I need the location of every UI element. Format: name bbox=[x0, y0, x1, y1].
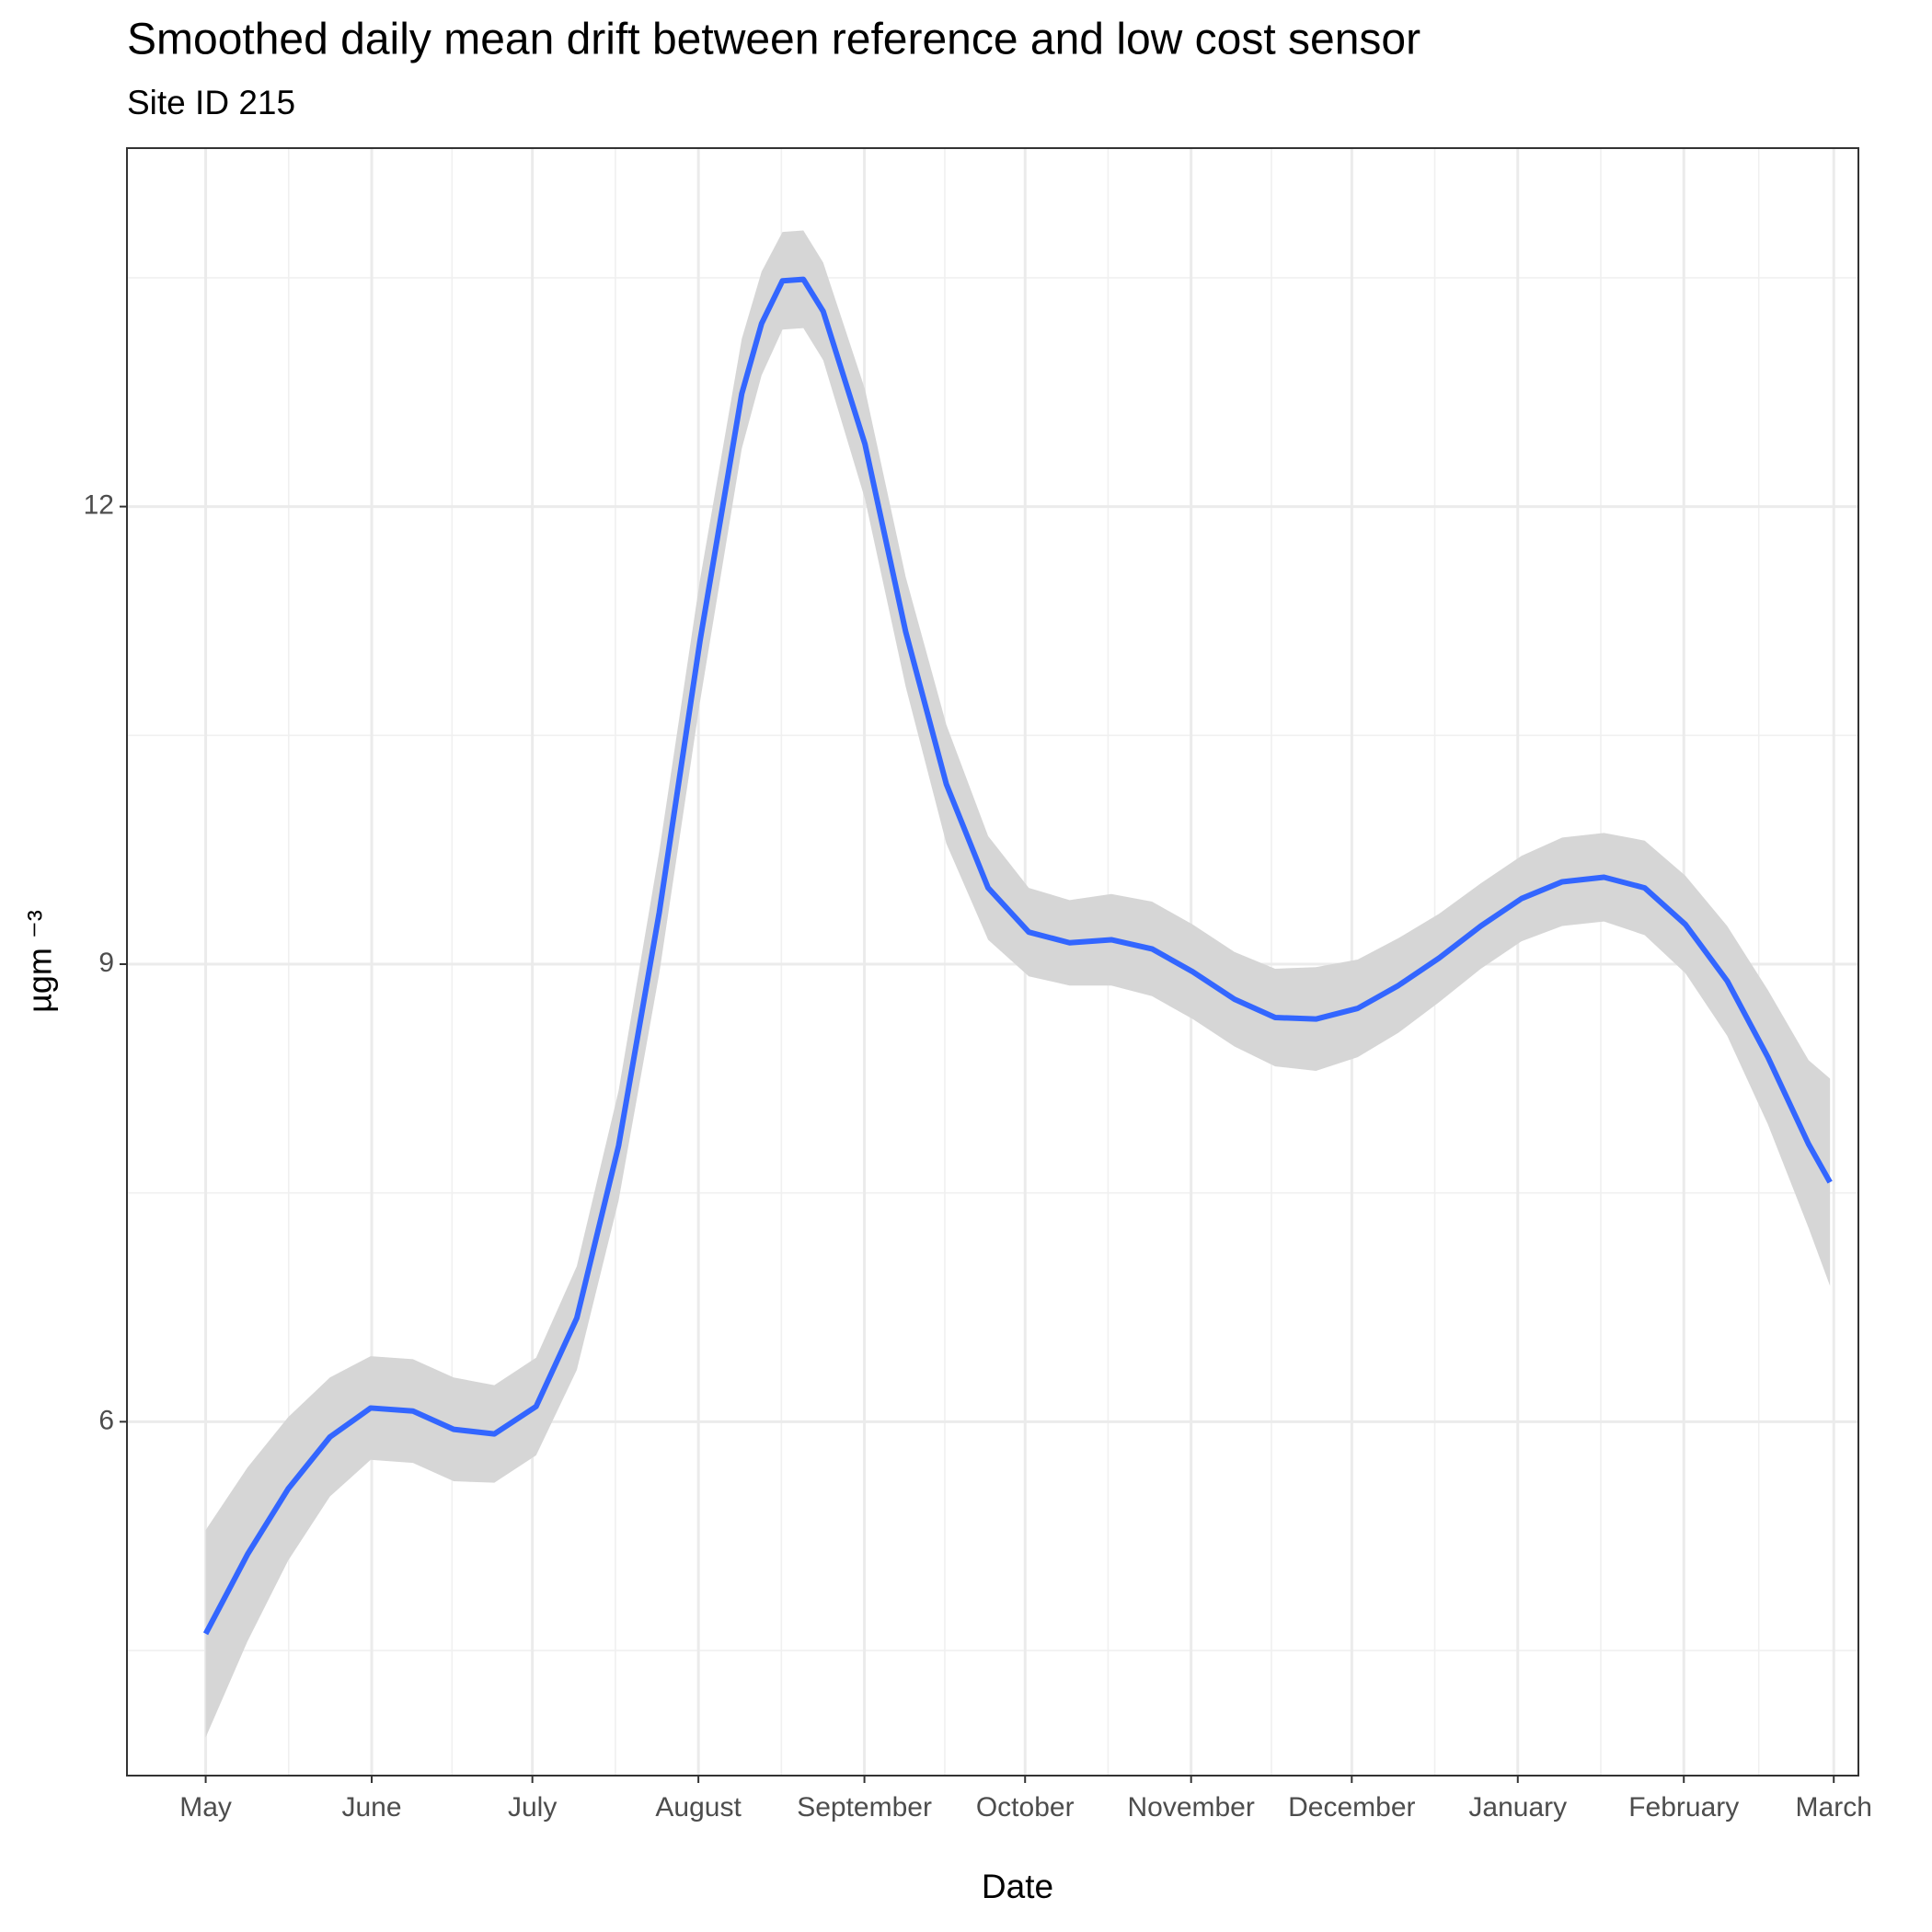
y-axis-title: µgm ⁻³ bbox=[21, 910, 59, 1013]
x-tick-label: August bbox=[655, 1792, 742, 1823]
x-tick-label: January bbox=[1468, 1792, 1567, 1823]
x-tick-label: February bbox=[1628, 1792, 1739, 1823]
x-tick-label: November bbox=[1127, 1792, 1254, 1823]
x-tick-label: May bbox=[179, 1792, 232, 1823]
chart-title: Smoothed daily mean drift between refere… bbox=[127, 16, 1420, 64]
x-tick-label: July bbox=[508, 1792, 557, 1823]
y-tick-label: 6 bbox=[98, 1405, 114, 1435]
y-tick-label: 12 bbox=[84, 490, 114, 521]
x-tick-label: October bbox=[976, 1792, 1075, 1823]
chart-subtitle: Site ID 215 bbox=[127, 84, 295, 121]
smooth-line bbox=[202, 276, 1833, 1636]
x-axis-title: Date bbox=[982, 1868, 1053, 1905]
x-tick-label: March bbox=[1796, 1792, 1872, 1823]
y-tick-label: 9 bbox=[98, 948, 114, 978]
panel-border bbox=[126, 147, 1859, 1777]
x-tick-label: June bbox=[341, 1792, 401, 1823]
x-tick-label: December bbox=[1288, 1792, 1415, 1823]
x-tick-label: September bbox=[797, 1792, 932, 1823]
